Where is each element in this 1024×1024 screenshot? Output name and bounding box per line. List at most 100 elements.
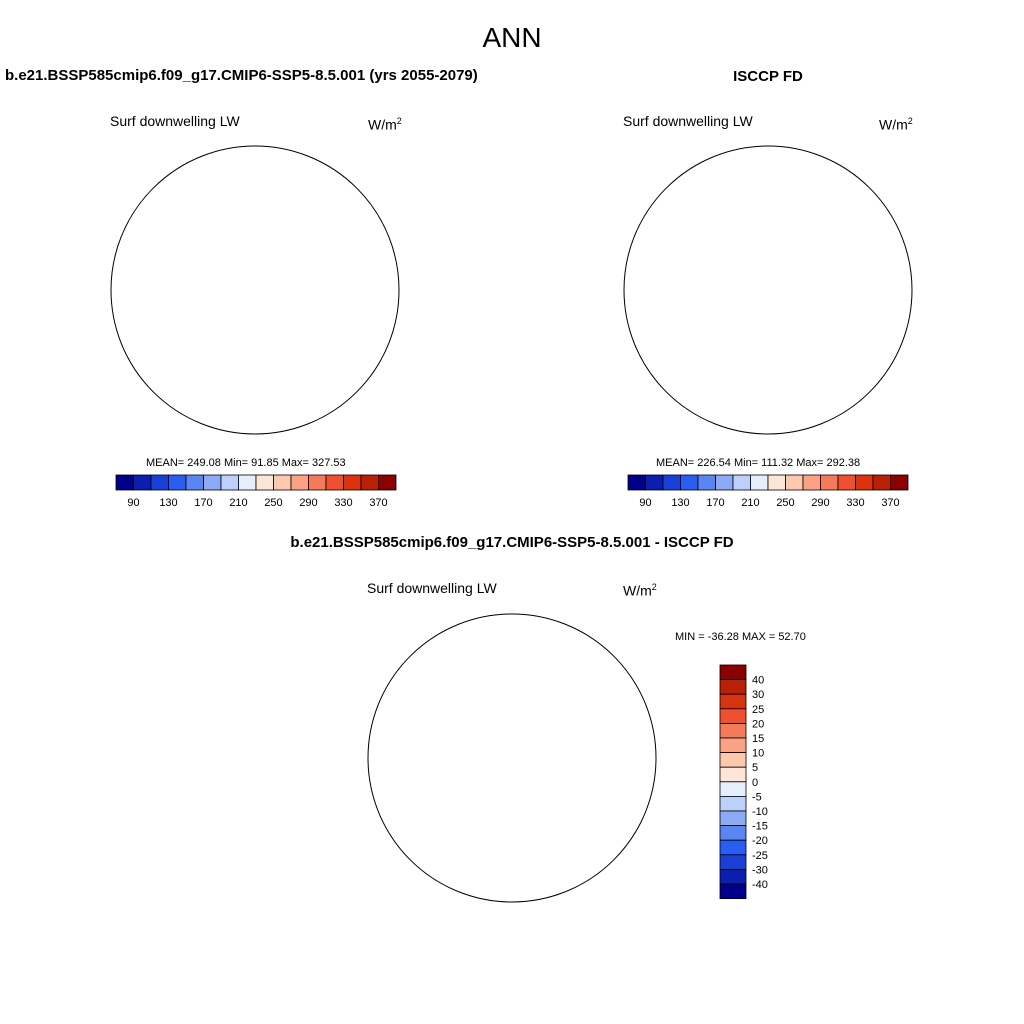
panel-1-colorbar-tick-label: 210 (229, 497, 247, 509)
panel-3-stats: MIN = -36.28 MAX = 52.70 (675, 631, 806, 643)
panel-1-colorbar-box (238, 474, 257, 491)
panel-2-colorbar-box (802, 474, 821, 491)
panel-3-colorbar-box (719, 693, 747, 710)
panel-3-colorbar-tick-label: -30 (752, 864, 768, 876)
panel-1-units: W/m2 (368, 116, 402, 133)
panel-3-colorbar-box (719, 796, 747, 812)
panel-1-colorbar-box (343, 474, 362, 491)
panel-2-map (618, 140, 918, 440)
panel-2-colorbar-box (662, 474, 681, 491)
panel-1-colorbar-tick-label: 290 (299, 497, 317, 509)
panel-3-colorbar-box (719, 664, 747, 681)
panel-1-colorbar-box (290, 474, 309, 491)
panel-2-colorbar-box (697, 474, 716, 491)
panel-3-colorbar-tick-label: -10 (752, 806, 768, 818)
panel-3-colorbar-box (719, 752, 747, 768)
panel-1-map (366, 436, 405, 440)
panel-3-colorbar-box (719, 825, 747, 841)
panel-2-colorbar-box (645, 474, 664, 491)
panel-1-colorbar: 90 130 170 210 250 290 330 370 (115, 474, 397, 509)
panel-1-colorbar-tick-label: 370 (369, 497, 387, 509)
panel-3-colorbar-box (719, 708, 747, 724)
panel-2-title: ISCCP FD (733, 68, 803, 85)
panel-2-colorbar-box (767, 474, 786, 491)
panel-1-colorbar-box (255, 474, 274, 491)
panel-1-stats: MEAN= 249.08 Min= 91.85 Max= 327.53 (146, 457, 346, 469)
panel-1-colorbar-box (273, 474, 292, 491)
panel-2-colorbar-tick-label: 370 (881, 497, 899, 509)
panel-2-colorbar-tick-label: 210 (741, 497, 759, 509)
panel-2-colorbar-tick-label: 130 (671, 497, 689, 509)
panel-1-colorbar-tick-label: 170 (194, 497, 212, 509)
panel-2-colorbar-box (872, 474, 891, 491)
panel-1-title: b.e21.BSSP585cmip6.f09_g17.CMIP6-SSP5-8.… (5, 67, 478, 84)
panel-3-colorbar-box (719, 781, 747, 797)
panel-3-colorbar-box (719, 869, 747, 885)
panel-2-colorbar-box (732, 474, 751, 491)
panel-1-colorbar-tick-label: 90 (127, 497, 139, 509)
panel-2-colorbar-box (890, 474, 909, 491)
panel-3-colorbar: 40 30 25 20 15 10 5 0 -5 -10 -15 -20 -25 -30 -40 (719, 664, 768, 900)
panel-3-colorbar-box (719, 737, 747, 754)
panel-1-map-border (110, 145, 400, 435)
panel-1-colorbar-box (308, 474, 327, 491)
panel-3-colorbar-tick-label: -40 (752, 879, 768, 891)
panel-3-colorbar-tick-label: -20 (752, 835, 768, 847)
panel-1-colorbar-box (325, 474, 344, 491)
figure-title: ANN (482, 22, 542, 53)
panel-1-colorbar-tick-label: 130 (159, 497, 177, 509)
panel-3-colorbar-box (719, 883, 747, 900)
panel-3-colorbar-tick-label: 0 (752, 777, 758, 789)
panel-2-colorbar-box (837, 474, 856, 491)
panel-2-colorbar: 90 130 170 210 250 290 330 370 (627, 474, 909, 509)
panel-2-colorbar-box (820, 474, 839, 491)
panel-3-colorbar-tick-label: 5 (752, 762, 758, 774)
panel-1-colorbar-box (150, 474, 169, 491)
panel-3-colorbar-box (719, 854, 747, 870)
panel-3-colorbar-tick-label: 20 (752, 718, 764, 730)
panel-3-colorbar-box (719, 766, 747, 783)
panel-2-colorbar-box (627, 474, 646, 491)
panel-3-title: b.e21.BSSP585cmip6.f09_g17.CMIP6-SSP5-8.… (290, 534, 734, 551)
panel-1-colorbar-box (133, 474, 152, 491)
panel-1-colorbar-box (360, 474, 379, 491)
panel-3-map-border (367, 613, 657, 903)
panel-3-colorbar-box (719, 810, 747, 827)
panel-3-variable: Surf downwelling LW (367, 580, 497, 596)
panel-2-units: W/m2 (879, 116, 913, 133)
panel-1-colorbar-box (203, 474, 222, 491)
panel-3-colorbar-tick-label: 15 (752, 733, 764, 745)
panel-2-colorbar-box (715, 474, 734, 491)
panel-2-colorbar-tick-label: 90 (639, 497, 651, 509)
panel-1-colorbar-box (168, 474, 187, 491)
panel-3-colorbar-tick-label: 25 (752, 704, 764, 716)
panel-3-colorbar-box (719, 839, 747, 856)
panel-1-colorbar-tick-label: 250 (264, 497, 282, 509)
panel-3-colorbar-tick-label: 40 (752, 675, 764, 687)
panel-2-colorbar-tick-label: 290 (811, 497, 829, 509)
panel-2-colorbar-box (855, 474, 874, 491)
panel-2-colorbar-tick-label: 250 (776, 497, 794, 509)
panel-2-colorbar-box (680, 474, 699, 491)
panel-1-colorbar-box (220, 474, 239, 491)
panel-3-map (362, 608, 662, 908)
panel-3-colorbar-tick-label: -25 (752, 850, 768, 862)
panel-2-variable: Surf downwelling LW (623, 113, 753, 129)
panel-2-colorbar-box (785, 474, 804, 491)
panel-2-map-border (623, 145, 913, 435)
panel-1-variable: Surf downwelling LW (110, 113, 240, 129)
panel-2-colorbar-tick-label: 330 (846, 497, 864, 509)
panel-3-colorbar-tick-label: 30 (752, 689, 764, 701)
panel-2-colorbar-tick-label: 170 (706, 497, 724, 509)
panel-1-colorbar-tick-label: 330 (334, 497, 352, 509)
panel-2-stats: MEAN= 226.54 Min= 111.32 Max= 292.38 (656, 457, 861, 469)
panel-1-colorbar-box (185, 474, 204, 491)
panel-2-colorbar-box (750, 474, 769, 491)
panel-3-colorbar-tick-label: -5 (752, 791, 762, 803)
panel-3-colorbar-tick-label: -15 (752, 821, 768, 833)
panel-1-colorbar-box (378, 474, 397, 491)
panel-3-units: W/m2 (623, 582, 657, 599)
panel-3-colorbar-box (719, 679, 747, 695)
panel-3-colorbar-box (719, 723, 747, 739)
